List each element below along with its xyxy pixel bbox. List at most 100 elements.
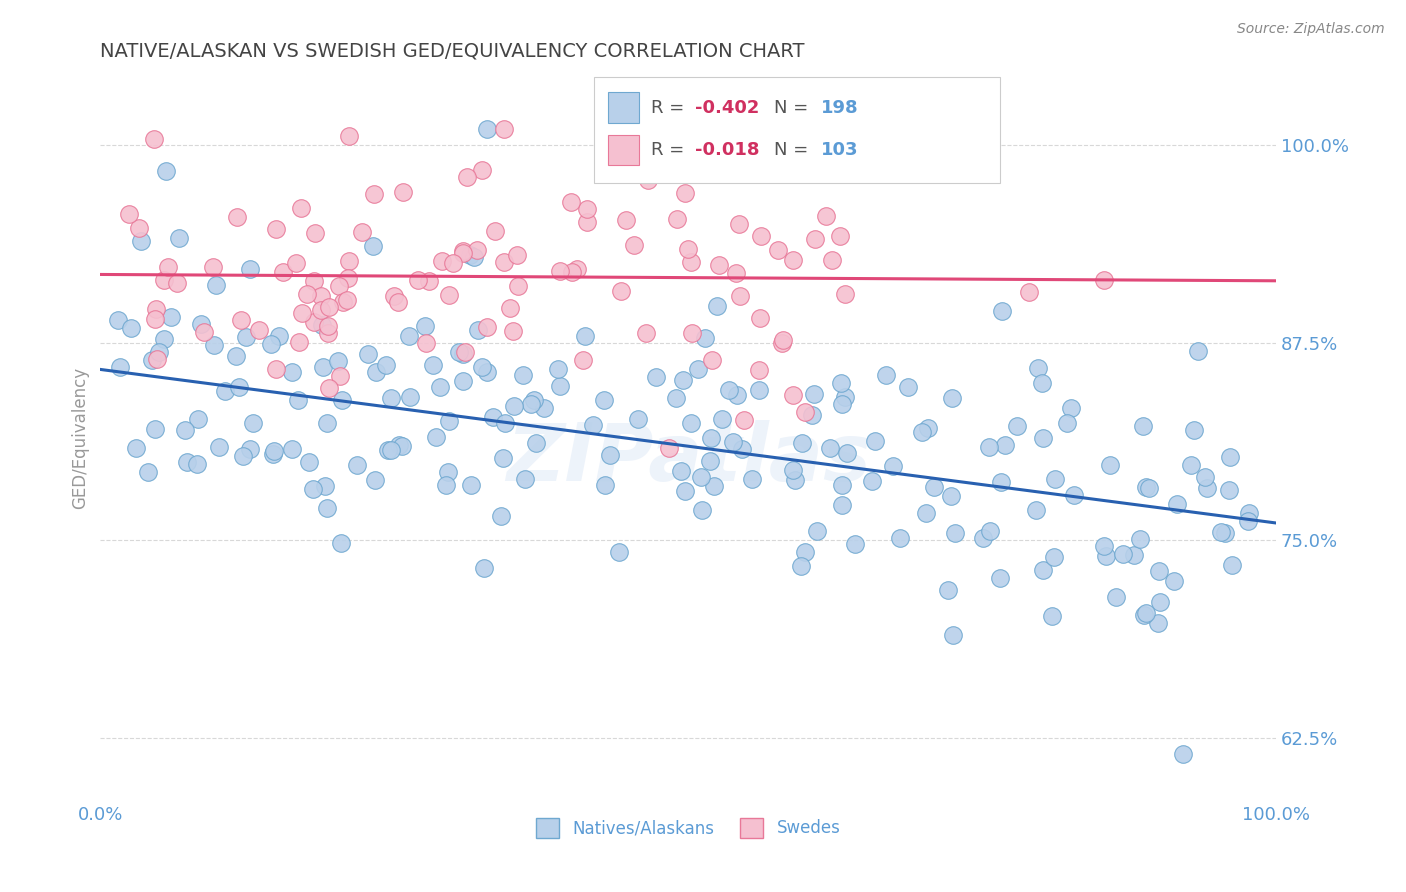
- Point: [228, 380, 250, 394]
- Point: [153, 273, 176, 287]
- Point: [1040, 609, 1063, 624]
- Point: [1146, 615, 1168, 630]
- Point: [1184, 423, 1206, 437]
- Text: -0.402: -0.402: [695, 99, 759, 117]
- Point: [790, 558, 813, 573]
- Point: [741, 472, 763, 486]
- Point: [384, 289, 406, 303]
- Point: [330, 535, 353, 549]
- Point: [267, 329, 290, 343]
- Point: [143, 132, 166, 146]
- Point: [1139, 481, 1161, 495]
- Point: [337, 129, 360, 144]
- Point: [1092, 539, 1115, 553]
- Point: [225, 350, 247, 364]
- Point: [131, 234, 153, 248]
- Point: [560, 194, 582, 209]
- Point: [460, 248, 482, 262]
- Point: [273, 265, 295, 279]
- Point: [143, 422, 166, 436]
- Point: [567, 262, 589, 277]
- Point: [499, 301, 522, 315]
- Point: [136, 465, 159, 479]
- Point: [398, 328, 420, 343]
- Point: [882, 458, 904, 473]
- Point: [673, 483, 696, 498]
- Point: [1236, 514, 1258, 528]
- FancyBboxPatch shape: [595, 77, 1000, 183]
- Point: [748, 383, 770, 397]
- Point: [821, 253, 844, 268]
- Point: [1133, 607, 1156, 622]
- Point: [700, 353, 723, 368]
- Point: [1060, 401, 1083, 416]
- Point: [626, 411, 648, 425]
- Point: [749, 229, 772, 244]
- Point: [492, 450, 515, 465]
- Point: [533, 401, 555, 416]
- Point: [187, 412, 209, 426]
- Point: [513, 472, 536, 486]
- Point: [575, 215, 598, 229]
- Point: [718, 383, 741, 397]
- Point: [574, 329, 596, 343]
- Point: [413, 318, 436, 333]
- Point: [609, 284, 631, 298]
- Point: [1043, 472, 1066, 486]
- Point: [1147, 564, 1170, 578]
- Point: [214, 384, 236, 399]
- Point: [915, 506, 938, 520]
- Point: [193, 325, 215, 339]
- Point: [862, 475, 884, 489]
- Point: [1166, 497, 1188, 511]
- Point: [593, 478, 616, 492]
- Point: [239, 442, 262, 457]
- Point: [262, 447, 284, 461]
- Point: [637, 173, 659, 187]
- Point: [430, 254, 453, 268]
- Point: [125, 441, 148, 455]
- Point: [202, 338, 225, 352]
- Point: [830, 376, 852, 390]
- Point: [686, 362, 709, 376]
- Point: [482, 410, 505, 425]
- Point: [1056, 416, 1078, 430]
- Point: [425, 430, 447, 444]
- Point: [548, 379, 571, 393]
- Point: [865, 434, 887, 449]
- Point: [728, 217, 751, 231]
- Point: [508, 279, 530, 293]
- Point: [1220, 558, 1243, 572]
- Point: [994, 438, 1017, 452]
- Point: [782, 253, 804, 268]
- Point: [1149, 595, 1171, 609]
- Point: [731, 442, 754, 456]
- Point: [460, 478, 482, 492]
- Point: [352, 225, 374, 239]
- Point: [346, 458, 368, 473]
- Point: [153, 332, 176, 346]
- Point: [456, 169, 478, 184]
- Point: [304, 227, 326, 241]
- Point: [309, 288, 332, 302]
- Point: [475, 121, 498, 136]
- Point: [437, 414, 460, 428]
- Point: [145, 351, 167, 366]
- Point: [711, 412, 734, 426]
- Point: [141, 352, 163, 367]
- Point: [160, 310, 183, 324]
- Point: [291, 306, 314, 320]
- Point: [834, 390, 856, 404]
- Point: [429, 380, 451, 394]
- Point: [772, 333, 794, 347]
- Point: [1194, 470, 1216, 484]
- Point: [665, 211, 688, 226]
- Point: [1032, 563, 1054, 577]
- Point: [1129, 532, 1152, 546]
- Point: [380, 443, 402, 458]
- Point: [979, 524, 1001, 538]
- Point: [190, 317, 212, 331]
- Point: [502, 325, 524, 339]
- Point: [806, 524, 828, 538]
- Point: [437, 287, 460, 301]
